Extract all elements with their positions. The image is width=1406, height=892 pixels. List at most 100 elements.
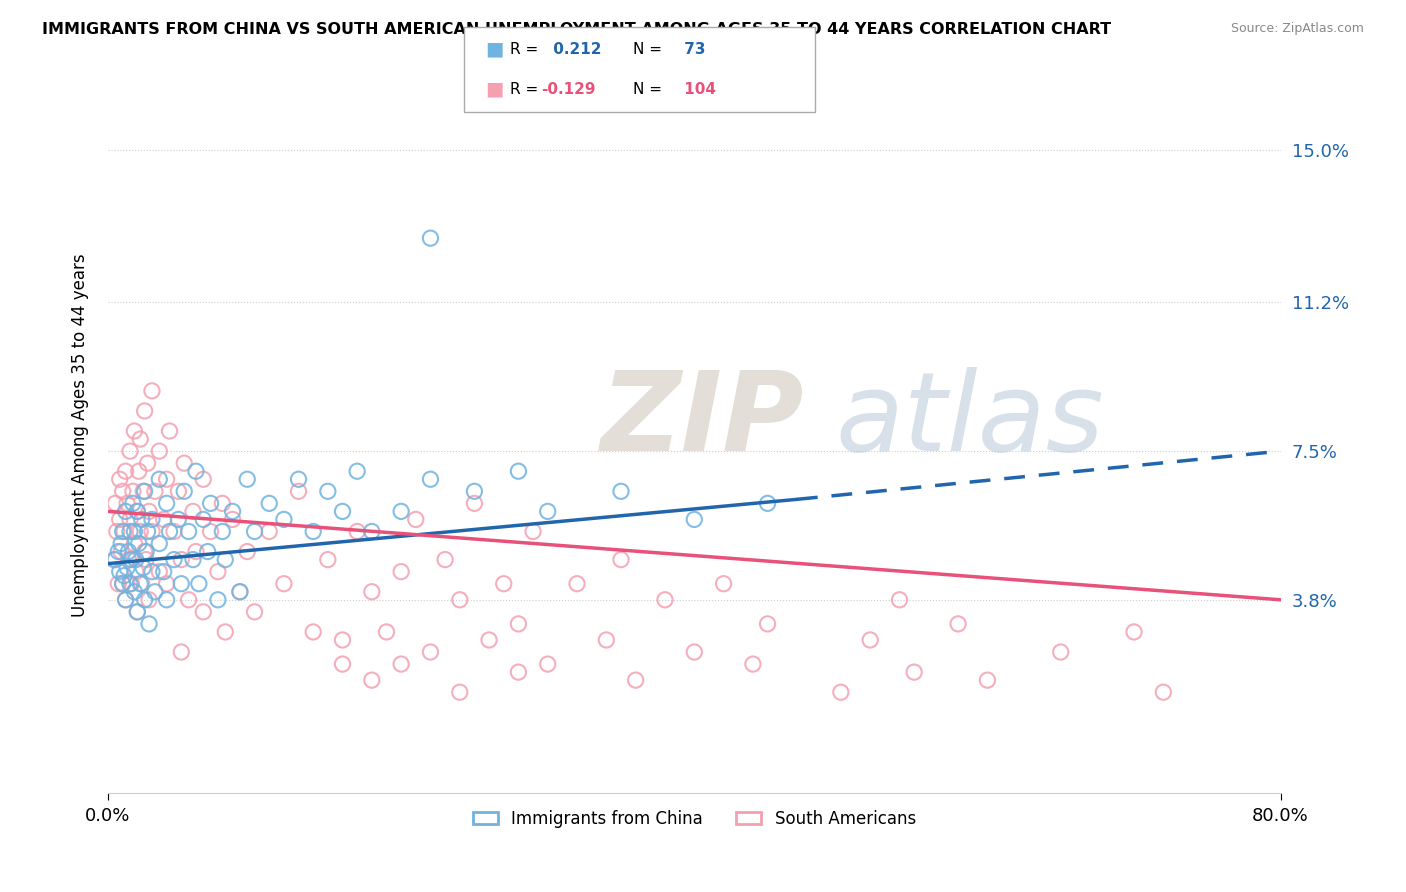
Point [830, 685, 852, 699]
Point [257, 496, 280, 510]
Point [537, 504, 560, 518]
Point [132, 484, 155, 499]
Point [181, 552, 204, 566]
Text: ■: ■ [485, 79, 503, 99]
Point [946, 616, 969, 631]
Point [118, 444, 141, 458]
Point [115, 560, 138, 574]
Point [115, 496, 138, 510]
Point [1123, 624, 1146, 639]
Point [111, 576, 134, 591]
Point [463, 496, 485, 510]
Point [111, 484, 134, 499]
Point [163, 552, 186, 566]
Point [273, 576, 295, 591]
Point [889, 592, 911, 607]
Point [135, 544, 157, 558]
Point [360, 673, 382, 687]
Point [131, 576, 153, 591]
Point [287, 472, 309, 486]
Point [624, 673, 647, 687]
Point [463, 484, 485, 499]
Point [229, 584, 252, 599]
Point [152, 565, 174, 579]
Point [108, 565, 131, 579]
Point [127, 605, 149, 619]
Text: ZIP: ZIP [600, 368, 804, 475]
Point [114, 464, 136, 478]
Point [148, 565, 170, 579]
Point [114, 592, 136, 607]
Point [346, 464, 368, 478]
Point [131, 512, 153, 526]
Point [565, 576, 588, 591]
Point [221, 504, 243, 518]
Point [104, 552, 127, 566]
Point [170, 552, 193, 566]
Text: N =: N = [633, 82, 666, 96]
Point [141, 512, 163, 526]
Point [302, 624, 325, 639]
Point [419, 231, 441, 245]
Point [537, 657, 560, 671]
Point [389, 504, 412, 518]
Point [124, 424, 146, 438]
Point [508, 665, 530, 679]
Point [118, 512, 141, 526]
Point [654, 592, 676, 607]
Point [120, 552, 142, 566]
Point [118, 524, 141, 539]
Point [1152, 685, 1174, 699]
Point [449, 592, 471, 607]
Point [143, 484, 166, 499]
Point [173, 456, 195, 470]
Y-axis label: Unemployment Among Ages 35 to 44 years: Unemployment Among Ages 35 to 44 years [72, 253, 89, 617]
Point [184, 544, 207, 558]
Point [156, 472, 179, 486]
Point [903, 665, 925, 679]
Point [135, 552, 157, 566]
Text: R =: R = [510, 82, 544, 96]
Point [200, 524, 222, 539]
Text: IMMIGRANTS FROM CHINA VS SOUTH AMERICAN UNEMPLOYMENT AMONG AGES 35 TO 44 YEARS C: IMMIGRANTS FROM CHINA VS SOUTH AMERICAN … [42, 22, 1111, 37]
Point [138, 616, 160, 631]
Point [159, 424, 181, 438]
Point [713, 576, 735, 591]
Point [229, 584, 252, 599]
Point [114, 592, 136, 607]
Point [214, 624, 236, 639]
Legend: Immigrants from China, South Americans: Immigrants from China, South Americans [467, 803, 922, 834]
Point [173, 484, 195, 499]
Point [117, 544, 139, 558]
Point [273, 512, 295, 526]
Point [316, 484, 339, 499]
Point [138, 592, 160, 607]
Point [375, 624, 398, 639]
Point [419, 645, 441, 659]
Point [136, 524, 159, 539]
Point [134, 404, 156, 418]
Point [110, 536, 132, 550]
Point [236, 472, 259, 486]
Point [170, 576, 193, 591]
Point [211, 524, 233, 539]
Point [610, 484, 633, 499]
Point [127, 504, 149, 518]
Point [184, 464, 207, 478]
Point [405, 512, 427, 526]
Point [159, 524, 181, 539]
Point [207, 565, 229, 579]
Point [287, 484, 309, 499]
Point [118, 576, 141, 591]
Point [419, 472, 441, 486]
Point [128, 536, 150, 550]
Point [508, 464, 530, 478]
Point [742, 657, 765, 671]
Point [316, 552, 339, 566]
Point [134, 592, 156, 607]
Point [124, 524, 146, 539]
Point [143, 584, 166, 599]
Point [110, 544, 132, 558]
Point [114, 504, 136, 518]
Text: 104: 104 [679, 82, 716, 96]
